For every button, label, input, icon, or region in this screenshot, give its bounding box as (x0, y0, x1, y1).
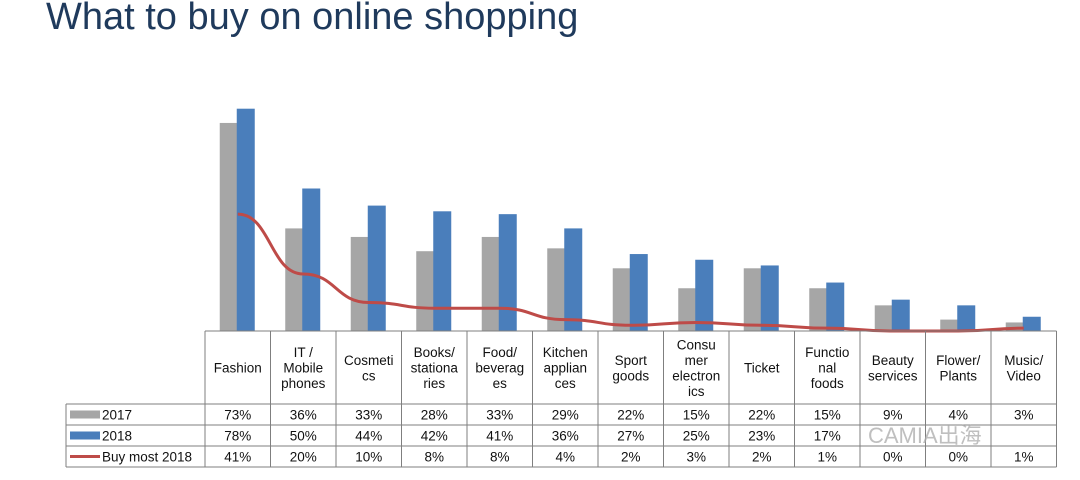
value-label-2-9: 1% (817, 450, 837, 465)
bar-2017-7 (678, 288, 697, 331)
value-label-0-5: 29% (552, 408, 579, 423)
bar-2018-6 (629, 254, 648, 331)
bar-2017-6 (612, 268, 631, 331)
bar-2017-8 (743, 268, 762, 331)
category-labels: Fashion IT / Mobile phones Cosmeti cs Books/st… (214, 337, 1044, 399)
category-label-9: Functio nal foods (805, 345, 849, 391)
bar-2018-5 (564, 228, 583, 331)
value-label-0-9: 15% (814, 408, 841, 423)
bar-2018-2 (367, 205, 386, 331)
bar-2018-4 (498, 214, 517, 331)
value-label-1-3: 42% (421, 429, 448, 444)
value-label-1-0: 78% (224, 429, 251, 444)
bar-2017-11 (940, 319, 959, 331)
category-label-1: IT / Mobile phones (281, 345, 326, 391)
value-label-1-6: 27% (617, 429, 644, 444)
category-label-5: Kitchen applian ces (543, 345, 588, 391)
value-label-1-4: 41% (486, 429, 513, 444)
value-label-0-6: 22% (617, 408, 644, 423)
value-label-0-2: 33% (355, 408, 382, 423)
bar-2018-7 (695, 259, 714, 331)
bar-2017-1 (285, 228, 304, 331)
legend-key-2017 (70, 410, 100, 419)
value-label-2-11: 0% (948, 450, 968, 465)
bar-2018-8 (760, 265, 779, 331)
value-label-0-8: 22% (748, 408, 775, 423)
value-label-0-1: 36% (290, 408, 317, 423)
bar-2018-9 (826, 282, 845, 331)
bar-2018-10 (891, 299, 910, 331)
value-label-2-5: 4% (555, 450, 575, 465)
bar-2017-12 (1005, 322, 1024, 331)
legend-label-1: 2018 (102, 429, 132, 444)
bar-2017-9 (809, 288, 828, 331)
bar-2017-10 (874, 305, 893, 331)
value-label-0-10: 9% (883, 408, 903, 423)
legend-keys: 2017 2018 Buy most 2018 (70, 408, 192, 465)
value-label-2-10: 0% (883, 450, 903, 465)
bars-layer (219, 108, 1041, 331)
bar-2018-1 (302, 188, 321, 331)
value-label-0-12: 3% (1014, 408, 1034, 423)
bar-2017-3 (416, 251, 435, 331)
value-label-1-2: 44% (355, 429, 382, 444)
value-label-1-1: 50% (290, 429, 317, 444)
value-label-0-3: 28% (421, 408, 448, 423)
value-label-1-9: 17% (814, 429, 841, 444)
bar-2018-0 (236, 108, 255, 331)
value-label-0-4: 33% (486, 408, 513, 423)
category-label-6: Sport goods (612, 353, 649, 384)
legend-label-0: 2017 (102, 408, 132, 423)
value-label-0-7: 15% (683, 408, 710, 423)
category-label-2: Cosmeti cs (344, 353, 394, 384)
value-label-2-12: 1% (1014, 450, 1034, 465)
bar-2018-12 (1022, 316, 1041, 331)
bar-2017-0 (219, 122, 238, 331)
value-label-2-3: 8% (424, 450, 444, 465)
value-label-2-4: 8% (490, 450, 510, 465)
bar-2018-3 (433, 211, 452, 331)
value-label-2-2: 10% (355, 450, 382, 465)
legend-label-2: Buy most 2018 (102, 450, 192, 465)
value-label-1-8: 23% (748, 429, 775, 444)
bar-2017-2 (350, 236, 369, 331)
legend-key-2018 (70, 431, 100, 440)
category-label-0: Fashion (214, 361, 262, 376)
watermark-text: CAMIA出海 (868, 423, 982, 448)
value-label-1-5: 36% (552, 429, 579, 444)
value-label-2-8: 2% (752, 450, 772, 465)
bar-2018-11 (957, 305, 976, 331)
category-label-8: Ticket (744, 361, 780, 376)
value-label-0-0: 73% (224, 408, 251, 423)
table-values: 73% 36% 33% 28% 33% 29% 22% 15% 22% 15% 9% 4% 3% 78% 5… (224, 408, 1033, 465)
category-label-7: Consu mer electron ics (672, 337, 720, 399)
bar-2017-5 (547, 248, 566, 331)
category-label-10: Beauty services (868, 353, 918, 384)
bar-2017-4 (481, 236, 500, 331)
value-label-1-7: 25% (683, 429, 710, 444)
category-label-12: Music/Video (1004, 353, 1043, 384)
value-label-2-6: 2% (621, 450, 641, 465)
chart-title: What to buy on online shopping (46, 0, 579, 38)
value-label-2-0: 41% (224, 450, 251, 465)
category-label-4: Food/beverag es (475, 345, 524, 391)
category-label-11: Flower/Plants (936, 353, 981, 384)
category-label-3: Books/stationa ries (411, 345, 459, 391)
table-grid (65, 330, 1057, 468)
value-label-2-7: 3% (686, 450, 706, 465)
value-label-2-1: 20% (290, 450, 317, 465)
value-label-0-11: 4% (948, 408, 968, 423)
